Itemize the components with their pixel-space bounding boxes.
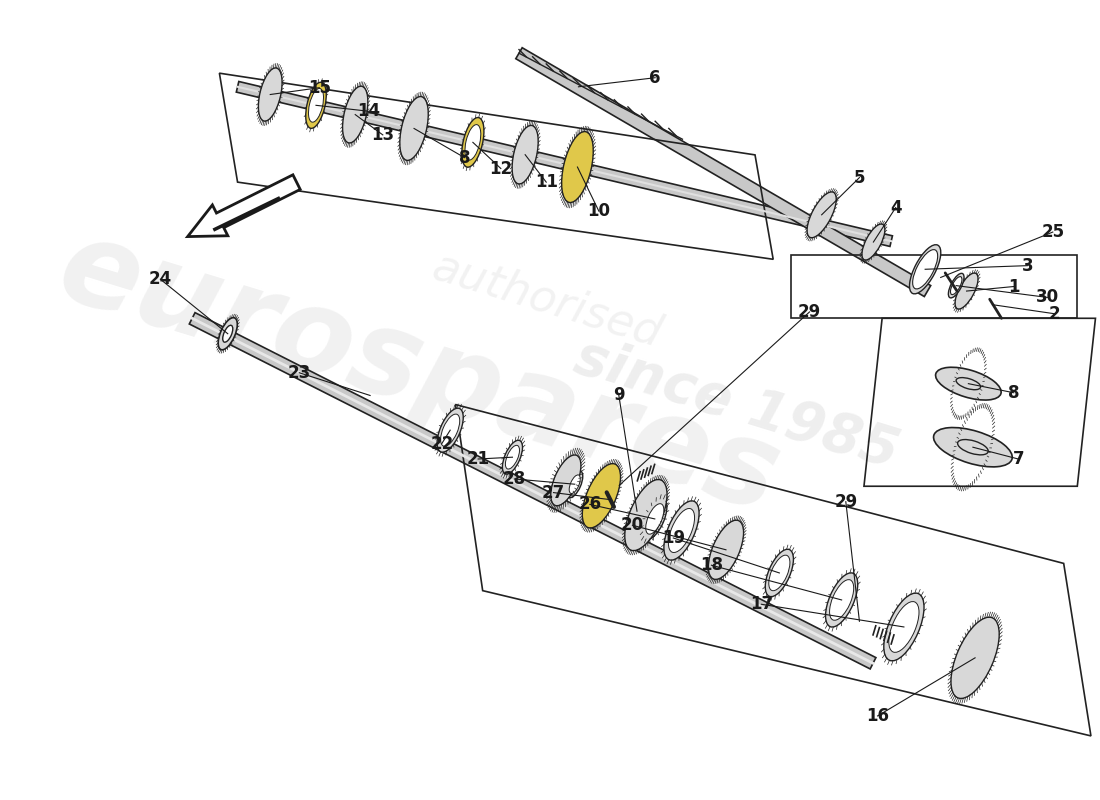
Ellipse shape [913,250,937,289]
Ellipse shape [910,245,940,294]
Text: 6: 6 [649,69,661,86]
Ellipse shape [399,97,428,161]
Ellipse shape [218,318,238,350]
Text: 21: 21 [466,450,490,468]
Polygon shape [516,48,931,297]
Text: 3: 3 [1022,257,1033,274]
Text: 29: 29 [834,493,857,510]
Text: 12: 12 [490,159,513,178]
Ellipse shape [950,277,961,294]
Ellipse shape [955,273,978,309]
Text: 18: 18 [700,556,723,574]
Text: authorised: authorised [426,245,667,355]
Text: 17: 17 [750,595,773,614]
Text: 5: 5 [854,169,866,186]
Text: 29: 29 [798,303,821,321]
Ellipse shape [883,593,924,661]
Polygon shape [189,313,876,669]
Text: 30: 30 [1036,289,1059,306]
Ellipse shape [342,86,367,143]
Ellipse shape [936,367,1001,400]
Text: 11: 11 [535,173,558,191]
Ellipse shape [258,68,282,121]
Text: 24: 24 [148,270,172,288]
Ellipse shape [566,470,583,498]
Ellipse shape [766,550,793,597]
Ellipse shape [950,617,999,698]
Ellipse shape [956,378,980,390]
Ellipse shape [708,520,744,579]
Ellipse shape [582,464,620,528]
Ellipse shape [642,498,667,539]
Ellipse shape [664,501,700,560]
Text: 20: 20 [620,516,644,534]
Ellipse shape [503,440,522,474]
Text: 13: 13 [371,126,395,144]
Text: since 1985: since 1985 [569,330,905,479]
Text: 19: 19 [662,529,685,547]
Ellipse shape [625,479,667,550]
Ellipse shape [569,475,581,494]
Ellipse shape [437,408,463,452]
Ellipse shape [825,573,858,627]
Text: 8: 8 [1008,384,1020,402]
Text: 27: 27 [542,483,565,502]
Ellipse shape [505,446,519,469]
Ellipse shape [958,439,988,455]
Ellipse shape [889,602,918,652]
Ellipse shape [306,82,327,128]
FancyArrow shape [188,175,300,237]
Text: eurospares: eurospares [45,209,793,537]
Text: 25: 25 [1042,223,1065,241]
Ellipse shape [222,326,233,342]
Ellipse shape [646,504,663,534]
Text: 1: 1 [1008,278,1020,295]
Text: 7: 7 [1012,450,1024,468]
Text: 2: 2 [1048,305,1060,322]
Ellipse shape [308,89,323,122]
Ellipse shape [551,455,581,506]
Ellipse shape [862,224,884,260]
Text: 22: 22 [430,434,453,453]
Ellipse shape [669,509,694,553]
Text: 23: 23 [288,364,311,382]
Polygon shape [236,82,892,246]
Ellipse shape [441,414,460,446]
Text: 26: 26 [579,495,602,514]
Text: 15: 15 [308,78,331,97]
Ellipse shape [465,125,481,160]
Ellipse shape [769,555,790,590]
Ellipse shape [829,580,854,620]
Ellipse shape [462,118,484,167]
Text: 8: 8 [459,149,471,166]
Ellipse shape [948,274,964,298]
Text: 9: 9 [613,386,625,405]
Ellipse shape [562,131,593,202]
Text: 14: 14 [358,102,381,120]
Ellipse shape [807,192,836,238]
Ellipse shape [513,126,538,184]
Text: 4: 4 [890,198,902,217]
Text: 16: 16 [866,707,889,725]
Text: 10: 10 [587,202,610,220]
Ellipse shape [934,427,1012,467]
Text: 28: 28 [503,470,526,488]
